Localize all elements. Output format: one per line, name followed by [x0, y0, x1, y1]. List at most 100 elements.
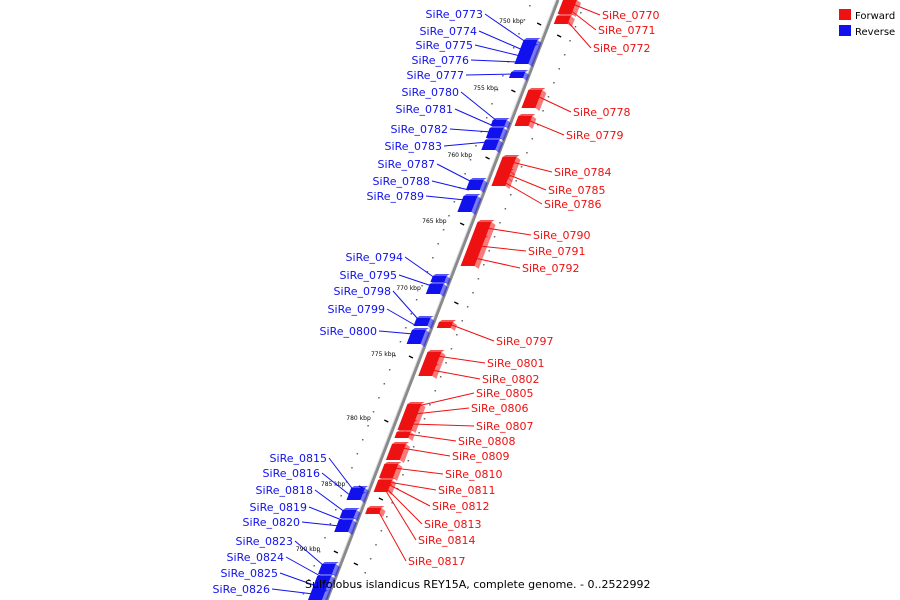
- guide-dot: [574, 26, 577, 28]
- guide-dot: [439, 376, 442, 378]
- tick-label: 760 kbp: [448, 152, 473, 159]
- guide-dot: [418, 432, 420, 434]
- guide-dot: [456, 334, 458, 336]
- gene-leader-line: [378, 330, 414, 335]
- gene-label: SiRe_0770: [602, 9, 659, 22]
- gene-leader-line: [474, 44, 521, 57]
- guide-dot: [504, 208, 507, 210]
- gene-label: SiRe_0771: [598, 24, 655, 37]
- tick-label: 775 kbp: [371, 351, 396, 358]
- guide-dot: [469, 159, 472, 161]
- guide-dot: [302, 593, 305, 595]
- guide-dot: [510, 194, 512, 196]
- gene-label: SiRe_0774: [420, 25, 477, 38]
- reverse-gene-block: [346, 492, 367, 503]
- guide-dot: [375, 544, 377, 546]
- guide-dot: [423, 418, 426, 420]
- forward-gene-block: [491, 176, 513, 189]
- tick-label: 765 kbp: [422, 218, 447, 225]
- guide-dot: [356, 453, 359, 455]
- gene-label: SiRe_0790: [533, 229, 590, 242]
- guide-dot: [450, 348, 453, 350]
- gene-label: SiRe_0798: [334, 285, 391, 298]
- guide-dot: [466, 306, 469, 308]
- genome-caption: Sulfolobus islandicus REY15A, complete g…: [305, 578, 651, 591]
- guide-dot: [520, 166, 523, 168]
- guide-dot: [563, 54, 566, 56]
- gene-leader-line: [301, 521, 340, 527]
- gene-label: SiRe_0807: [476, 420, 533, 433]
- gene-leader-line: [404, 256, 436, 279]
- gene-leader-line: [294, 540, 325, 567]
- gene-label: SiRe_0826: [213, 583, 270, 596]
- gene-label: SiRe_0795: [340, 269, 397, 282]
- gene-label: SiRe_0820: [243, 516, 300, 529]
- guide-dot: [542, 110, 544, 112]
- forward-gene-block: [422, 350, 446, 369]
- gene-label: SiRe_0792: [522, 262, 579, 275]
- guide-dot: [536, 124, 539, 126]
- gene-leader-line: [308, 506, 342, 521]
- guide-dot: [523, 19, 526, 21]
- reverse-gene-block: [514, 44, 540, 67]
- forward-gene-block: [394, 430, 415, 441]
- gene-labels: SiRe_0770 SiRe_0771 SiRe_0772 SiRe_0778 SiRe…: [213, 3, 659, 596]
- reverse-gene-block: [508, 70, 530, 81]
- guide-dot: [547, 96, 550, 98]
- gene-label: SiRe_0797: [496, 335, 553, 348]
- guide-dot: [558, 68, 561, 70]
- gene-label: SiRe_0772: [593, 42, 650, 55]
- guide-dot: [335, 509, 337, 511]
- legend-forward-label: Forward: [855, 11, 895, 22]
- gene-label: SiRe_0776: [412, 54, 469, 67]
- guide-dot: [526, 152, 528, 154]
- guide-dot: [359, 586, 361, 588]
- guide-dot: [445, 362, 447, 364]
- guide-dot: [421, 285, 423, 287]
- guide-dot: [380, 530, 383, 532]
- gene-label: SiRe_0810: [445, 468, 502, 481]
- tick-mark: [378, 497, 384, 501]
- gene-label: SiRe_0778: [573, 106, 630, 119]
- tick-mark: [536, 22, 542, 26]
- gene-leader-line: [478, 30, 523, 51]
- reverse-gene-block: [318, 562, 340, 577]
- guide-dot: [461, 320, 463, 322]
- gene-leader-line: [410, 423, 475, 427]
- gene-label: SiRe_0788: [373, 175, 430, 188]
- gene-label: SiRe_0779: [566, 129, 623, 142]
- tick-mark: [454, 301, 459, 305]
- gene-leader-line: [398, 274, 433, 287]
- guide-dot: [515, 180, 517, 182]
- gene-leader-line: [387, 483, 431, 507]
- gene-label: SiRe_0794: [346, 251, 403, 264]
- forward-gene-block: [436, 320, 458, 331]
- guide-dot: [464, 173, 466, 175]
- guide-dot: [502, 75, 504, 77]
- tick-mark: [384, 419, 389, 423]
- guide-dot: [394, 355, 396, 357]
- gene-label: SiRe_0786: [544, 198, 601, 211]
- guide-dot: [399, 341, 402, 343]
- reverse-gene-block: [481, 138, 504, 153]
- guide-dot: [308, 579, 310, 581]
- reverse-gene-block: [465, 178, 488, 193]
- guide-dot: [405, 327, 407, 329]
- gene-label: SiRe_0823: [236, 535, 293, 548]
- guide-dot: [361, 439, 364, 441]
- gene-leader-line: [479, 245, 527, 252]
- gene-leader-line: [536, 95, 572, 113]
- tick-mark: [511, 89, 516, 93]
- guide-dot: [512, 47, 515, 49]
- gene-leader-line: [388, 481, 437, 491]
- gene-label: SiRe_0816: [263, 467, 320, 480]
- tick-mark: [408, 355, 414, 359]
- reverse-gene-block: [490, 118, 511, 129]
- guide-dot: [383, 383, 386, 385]
- gene-label: SiRe_0811: [438, 484, 495, 497]
- gene-leader-line: [406, 433, 457, 442]
- guide-dot: [437, 243, 439, 245]
- gene-label: SiRe_0815: [270, 452, 327, 465]
- guide-dot: [313, 565, 315, 567]
- guide-dot: [493, 236, 496, 238]
